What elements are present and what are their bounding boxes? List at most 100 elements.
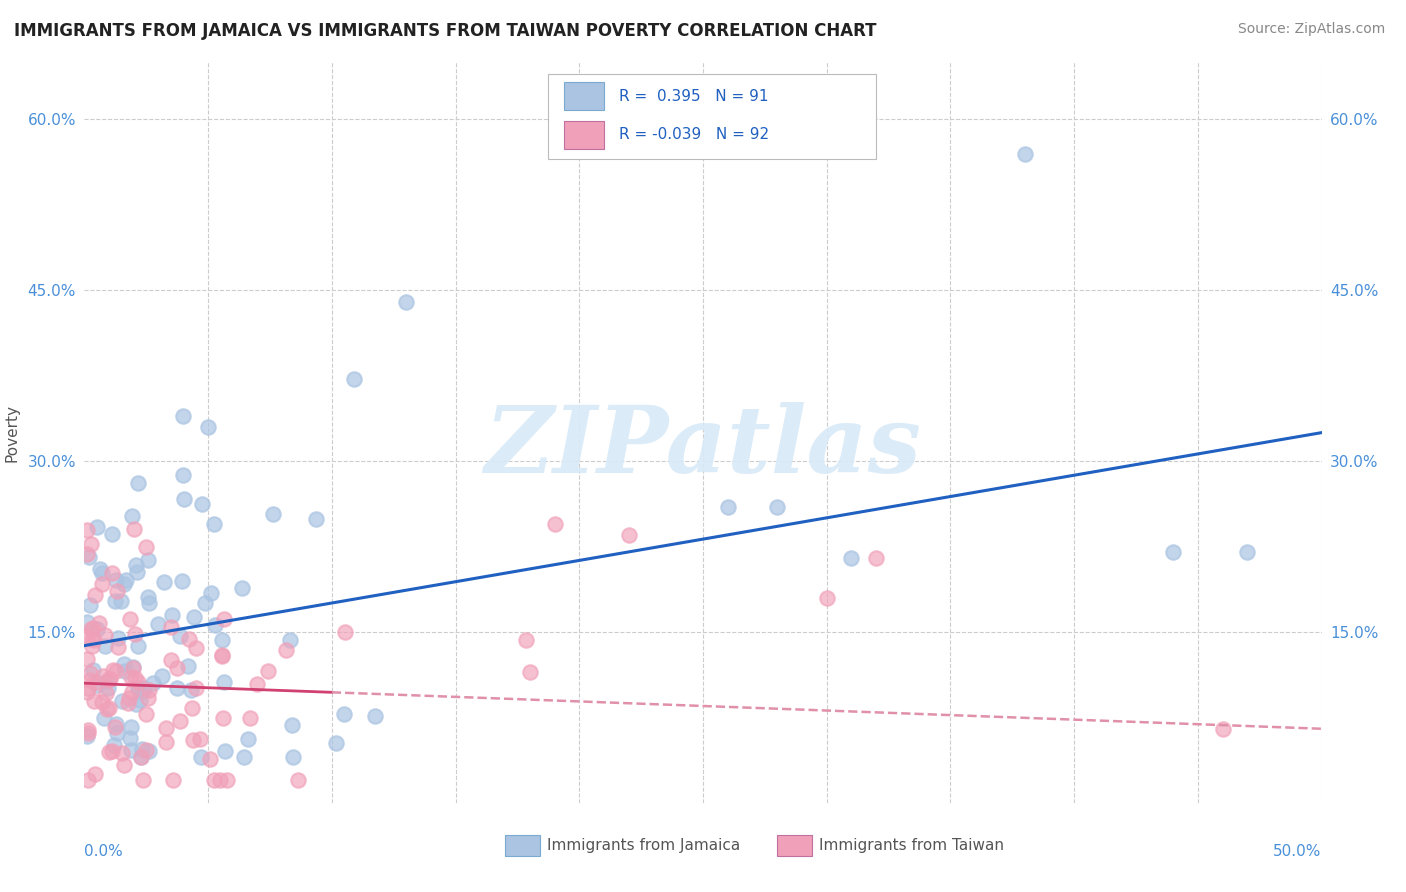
Point [617,528,640,542]
Point [98,672,121,686]
Point [89,561,111,575]
Point [90,695,112,709]
Point [543,516,565,531]
Point [176,658,198,673]
Bar [564,82,605,111]
Point [131,742,153,756]
Point [101,527,124,541]
Point [127,681,149,695]
Point [83,633,105,648]
Point [76,629,98,643]
Point [166,661,188,675]
Point [91,669,114,683]
Point [281,750,304,764]
Point [122,523,145,537]
Point [166,681,188,695]
Point [97,701,120,715]
Point [120,720,142,734]
Point [105,584,128,599]
Point [76,685,98,699]
Point [76,729,98,743]
Point [865,550,887,565]
Bar [505,836,540,856]
Point [86,678,108,692]
Bar [564,121,605,149]
Text: IMMIGRANTS FROM JAMAICA VS IMMIGRANTS FROM TAIWAN POVERTY CORRELATION CHART: IMMIGRANTS FROM JAMAICA VS IMMIGRANTS FR… [14,22,876,40]
Point [83,694,105,708]
Point [82,664,104,678]
Point [120,612,142,626]
Point [120,731,142,746]
Point [169,629,191,643]
Point [138,744,160,758]
Point [76,615,98,629]
Point [138,596,160,610]
Point [80,632,103,647]
Point [120,743,142,757]
Point [125,697,148,711]
Point [98,672,121,686]
Point [138,590,160,604]
Point [197,420,219,434]
Text: Immigrants from Taiwan: Immigrants from Taiwan [820,838,1004,854]
Point [129,749,152,764]
Point [129,750,152,764]
Point [155,721,177,735]
Point [169,714,191,728]
Point [333,624,356,639]
Point [104,664,127,678]
Point [214,743,236,757]
Point [190,497,212,511]
Point [160,653,183,667]
Point [77,681,100,695]
Text: Source: ZipAtlas.com: Source: ZipAtlas.com [1237,22,1385,37]
Point [515,633,537,648]
Point [76,547,98,561]
Bar [778,836,811,856]
Point [136,690,159,705]
Point [181,732,204,747]
Point [212,612,235,626]
Point [76,723,98,738]
Text: R = -0.039   N = 92: R = -0.039 N = 92 [619,128,769,143]
Point [193,596,215,610]
Point [325,736,347,750]
Point [96,673,118,688]
Point [135,540,157,554]
Point [179,632,201,647]
Point [127,639,149,653]
Point [363,709,385,723]
Point [180,682,202,697]
Point [110,594,132,608]
Point [84,588,107,602]
Point [232,750,254,764]
Point [1236,545,1258,559]
Y-axis label: Poverty: Poverty [4,403,20,462]
Point [150,669,173,683]
Point [198,752,221,766]
Point [287,772,309,787]
Point [79,665,101,680]
Point [333,706,356,721]
Point [114,664,136,678]
Point [160,620,183,634]
Point [132,683,155,698]
Point [138,552,160,566]
Point [89,615,111,630]
Point [80,536,103,550]
Point [112,657,135,671]
Point [125,558,148,573]
Point [211,648,233,662]
Point [82,621,104,635]
Point [343,372,366,386]
Point [170,574,193,589]
Point [112,758,135,772]
Point [211,648,233,663]
Point [153,575,176,590]
Point [103,738,125,752]
Point [184,640,207,655]
Point [101,566,124,581]
Point [281,718,304,732]
Point [125,566,148,580]
Point [128,693,150,707]
